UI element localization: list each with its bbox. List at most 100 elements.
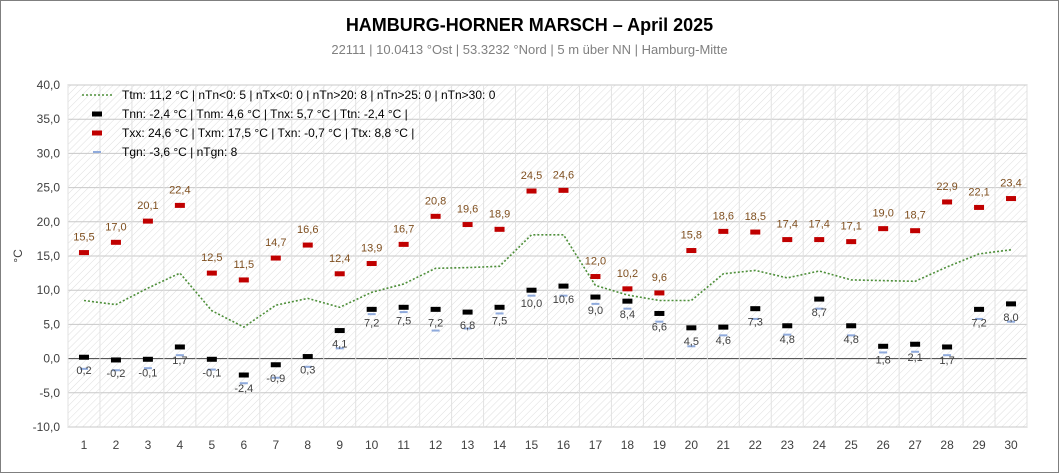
ground-min-mark	[79, 367, 88, 370]
max-temp-mark	[462, 222, 473, 228]
max-temp-label: 12,5	[201, 252, 222, 264]
x-tick-label: 12	[429, 438, 443, 452]
x-tick-label: 6	[240, 438, 247, 452]
min-temp-mark	[110, 357, 121, 363]
x-tick-label: 20	[685, 438, 699, 452]
min-temp-label: 7,3	[748, 317, 763, 329]
max-temp-mark	[238, 277, 249, 283]
min-temp-mark	[910, 341, 921, 347]
legend-entry: Tnn: -2,4 °C | Tnm: 4,6 °C | Tnx: 5,7 °C…	[122, 107, 408, 121]
max-temp-mark	[494, 226, 505, 232]
min-temp-label: 10,0	[521, 298, 542, 310]
max-temp-mark	[142, 218, 153, 224]
x-tick-label: 7	[272, 438, 279, 452]
max-temp-label: 19,0	[872, 208, 893, 220]
legend-entry: Tgn: -3,6 °C | nTgn: 8	[122, 145, 238, 159]
x-tick-label: 26	[876, 438, 890, 452]
min-temp-label: -0,2	[106, 368, 125, 380]
ground-min-mark	[207, 368, 216, 371]
min-temp-mark	[78, 354, 89, 360]
x-tick-label: 1	[81, 438, 88, 452]
y-tick-label: 0,0	[43, 352, 60, 366]
max-temp-label: 19,6	[457, 204, 478, 216]
min-temp-label: -2,4	[234, 383, 253, 395]
max-temp-label: 22,9	[936, 181, 957, 193]
ground-min-mark	[367, 313, 376, 316]
ground-min-mark	[527, 294, 536, 297]
legend-entry: Ttm: 11,2 °C | nTn<0: 5 | nTx<0: 0 | nTn…	[122, 88, 496, 102]
max-temp-mark	[1006, 196, 1017, 202]
min-temp-mark	[366, 306, 377, 312]
max-temp-label: 18,6	[713, 210, 734, 222]
max-temp-label: 16,6	[297, 224, 318, 236]
series-marks	[78, 187, 1017, 385]
x-tick-label: 14	[493, 438, 507, 452]
y-axis-label: °C	[11, 249, 25, 263]
ground-min-mark	[975, 317, 984, 320]
max-temp-label: 10,2	[617, 268, 638, 280]
min-temp-mark	[974, 306, 985, 312]
x-tick-label: 25	[845, 438, 859, 452]
max-temp-label: 14,7	[265, 237, 286, 249]
legend: Ttm: 11,2 °C | nTn<0: 5 | nTx<0: 0 | nTn…	[82, 88, 496, 159]
max-temp-mark	[526, 188, 537, 194]
max-temp-label: 17,4	[809, 219, 830, 231]
max-temp-label: 18,7	[904, 210, 925, 222]
max-temp-mark	[334, 271, 345, 277]
min-temp-mark	[334, 328, 345, 334]
min-temp-mark	[622, 298, 633, 304]
max-temp-mark	[398, 241, 409, 247]
max-temp-mark	[942, 199, 953, 205]
min-temp-label: 6,6	[652, 321, 667, 333]
y-tick-label: 25,0	[37, 181, 61, 195]
max-temp-label: 22,4	[169, 184, 190, 196]
max-temp-label: 17,1	[840, 221, 861, 233]
x-tick-label: 16	[557, 438, 571, 452]
x-tick-label: 23	[781, 438, 795, 452]
x-tick-label: 21	[717, 438, 731, 452]
min-temp-mark	[654, 310, 665, 316]
ground-min-mark	[463, 327, 472, 330]
max-temp-mark	[430, 213, 441, 219]
ground-min-mark	[815, 307, 824, 310]
max-temp-mark	[782, 237, 793, 243]
min-temp-label: 0,2	[76, 365, 91, 377]
min-temp-label: 4,6	[716, 335, 731, 347]
max-temp-label: 20,1	[137, 200, 158, 212]
min-temp-label: 4,5	[684, 336, 699, 348]
min-temp-mark	[1006, 301, 1017, 307]
x-tick-label: 17	[589, 438, 603, 452]
x-tick-label: 18	[621, 438, 635, 452]
ground-min-mark	[495, 312, 504, 315]
ground-min-mark	[175, 354, 184, 357]
y-tick-label: 10,0	[37, 283, 61, 297]
max-temp-label: 16,7	[393, 223, 414, 235]
ground-min-mark	[431, 329, 440, 332]
x-tick-label: 24	[813, 438, 827, 452]
max-temp-label: 20,8	[425, 195, 446, 207]
ground-min-mark	[847, 334, 856, 337]
min-temp-label: 7,5	[492, 315, 507, 327]
min-temp-mark	[398, 304, 409, 310]
legend-swatch-ground	[93, 151, 101, 153]
y-tick-label: 15,0	[37, 249, 61, 263]
max-temp-label: 17,4	[777, 219, 798, 231]
x-tick-label: 28	[940, 438, 954, 452]
x-tick-label: 10	[365, 438, 379, 452]
y-tick-label: 35,0	[37, 112, 61, 126]
max-temp-mark	[686, 248, 697, 254]
min-temp-label: 9,0	[588, 305, 603, 317]
min-temp-mark	[686, 325, 697, 331]
min-temp-mark	[174, 344, 185, 350]
y-tick-label: 20,0	[37, 215, 61, 229]
ground-min-mark	[943, 354, 952, 357]
max-temp-mark	[654, 290, 665, 296]
ground-min-mark	[271, 376, 280, 379]
max-temp-mark	[910, 228, 921, 234]
min-temp-label: 8,7	[812, 307, 827, 319]
x-tick-label: 2	[113, 438, 120, 452]
gridlines	[67, 84, 1028, 428]
max-temp-mark	[974, 204, 985, 210]
max-temp-label: 23,4	[1000, 178, 1021, 190]
